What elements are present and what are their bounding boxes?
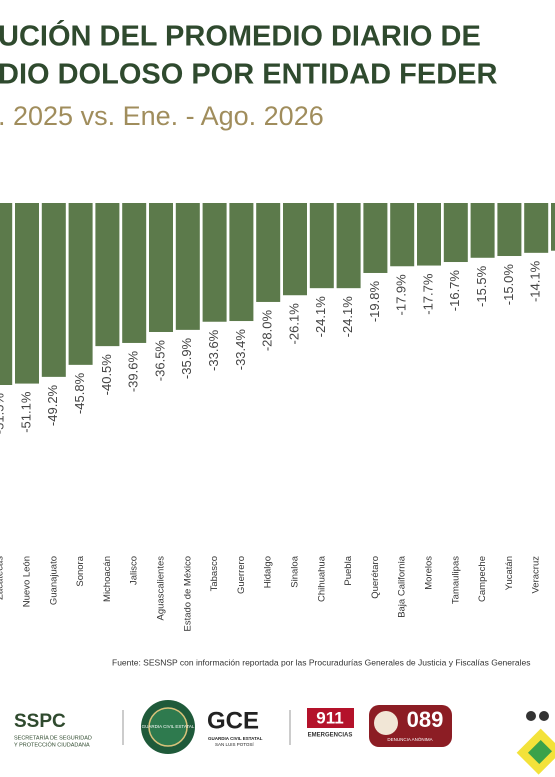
source: Fuente: SESNSP con información reportada… — [112, 657, 530, 667]
bar — [68, 203, 93, 365]
social-icon — [526, 711, 536, 721]
bar — [202, 203, 227, 322]
x-tick-label: Zacatecas — [0, 556, 6, 600]
bar — [363, 203, 388, 273]
bar — [41, 203, 66, 377]
x-tick-label: Estado de México — [182, 556, 193, 632]
x-tick-label: Querétaro — [370, 556, 381, 599]
brand-logo — [527, 739, 553, 765]
logo-text: SSPC — [14, 711, 66, 732]
logo-text: GCE — [207, 707, 259, 734]
value-label: -36.5% — [152, 340, 167, 382]
x-tick-label: Guanajuato — [48, 556, 59, 605]
value-label: -33.4% — [233, 329, 248, 371]
logo-subtext: SAN LUIS POTOSÍ — [215, 741, 254, 747]
bar — [175, 203, 200, 330]
x-tick-label: Sonora — [75, 555, 86, 586]
bar — [524, 203, 549, 253]
x-tick-label: Guerrero — [236, 556, 247, 594]
value-label: -19.8% — [367, 281, 382, 323]
badge-subtext: EMERGENCIAS — [308, 733, 353, 739]
x-tick-label: Michoacán — [102, 556, 113, 602]
x-tick-label: Puebla — [343, 555, 354, 585]
bar — [0, 203, 13, 385]
badge-text: 089 — [407, 707, 444, 732]
bar — [256, 203, 281, 302]
bar — [443, 203, 468, 263]
bar — [283, 203, 307, 296]
bar — [336, 203, 361, 289]
bar — [95, 203, 120, 347]
value-label: -39.6% — [126, 351, 141, 393]
x-tick-label: Jalisco — [129, 556, 140, 585]
x-tick-label: Tabasco — [209, 556, 220, 591]
badge-subtext: DENUNCIA ANÓNIMA — [387, 736, 432, 742]
x-tick-label: Chihuahua — [316, 555, 327, 602]
value-label: -40.5% — [99, 354, 114, 396]
badge — [307, 708, 354, 728]
value-label: -33.6% — [206, 329, 221, 371]
bar — [470, 203, 495, 258]
emblem-text: GUARDIA CIVIL ESTATAL — [142, 724, 195, 729]
badge-icon — [374, 711, 398, 735]
value-label: -24.1% — [313, 296, 328, 338]
value-label: -15.5% — [474, 265, 489, 307]
value-label: -49.2% — [45, 384, 60, 426]
value-label: -15.0% — [501, 264, 516, 306]
bar — [390, 203, 415, 267]
x-tick-label: Yucatán — [504, 556, 515, 590]
bar — [417, 203, 441, 266]
x-tick-label: Hidalgo — [263, 556, 274, 588]
bar — [229, 203, 254, 322]
footer: SSPC SECRETARÍA DE SEGURIDAD Y PROTECCIÓ… — [14, 700, 555, 775]
bar — [149, 203, 173, 332]
x-tick-label: Campeche — [477, 556, 488, 602]
x-tick-label: Morelos — [424, 556, 435, 590]
value-label: -45.8% — [72, 372, 87, 414]
bar — [122, 203, 147, 343]
bar — [497, 203, 522, 257]
value-label: -14.1% — [528, 260, 543, 302]
x-tick-label: Baja California — [397, 555, 408, 617]
value-label: -16.7% — [447, 270, 462, 312]
value-label: -35.9% — [179, 337, 194, 379]
value-label: -17.9% — [394, 274, 409, 316]
value-label: -24.1% — [340, 296, 355, 338]
value-label: -26.1% — [286, 303, 301, 345]
chart-title: DIO DOLOSO POR ENTIDAD FEDER — [0, 59, 498, 91]
bar — [15, 203, 39, 384]
x-tick-label: Tamaulipas — [450, 556, 461, 604]
value-label: -51.5% — [0, 393, 7, 435]
logo-subtext: SECRETARÍA DE SEGURIDAD — [14, 734, 92, 741]
value-label: -51.1% — [18, 391, 33, 433]
badge-text: 911 — [316, 708, 343, 727]
chart-subtitle: . 2025 vs. Ene. - Ago. 2026 — [0, 101, 324, 131]
logo-subtext: Y PROTECCIÓN CIUDADANA — [14, 741, 90, 748]
x-tick-label: Sinaloa — [290, 555, 301, 587]
value-label: -28.0% — [260, 310, 275, 352]
chart-title: UCIÓN DEL PROMEDIO DIARIO DE — [0, 19, 481, 53]
bar — [309, 203, 334, 289]
bar — [551, 203, 555, 251]
x-tick-label: Nuevo León — [22, 556, 33, 607]
social-icon — [539, 711, 549, 721]
emblem-inner — [148, 707, 188, 747]
x-tick-label: Veracruz — [531, 556, 542, 594]
logo-subtext: GUARDIA CIVIL ESTATAL — [208, 736, 263, 741]
value-label: -17.7% — [420, 273, 435, 315]
x-tick-label: Aguascalientes — [156, 556, 167, 621]
